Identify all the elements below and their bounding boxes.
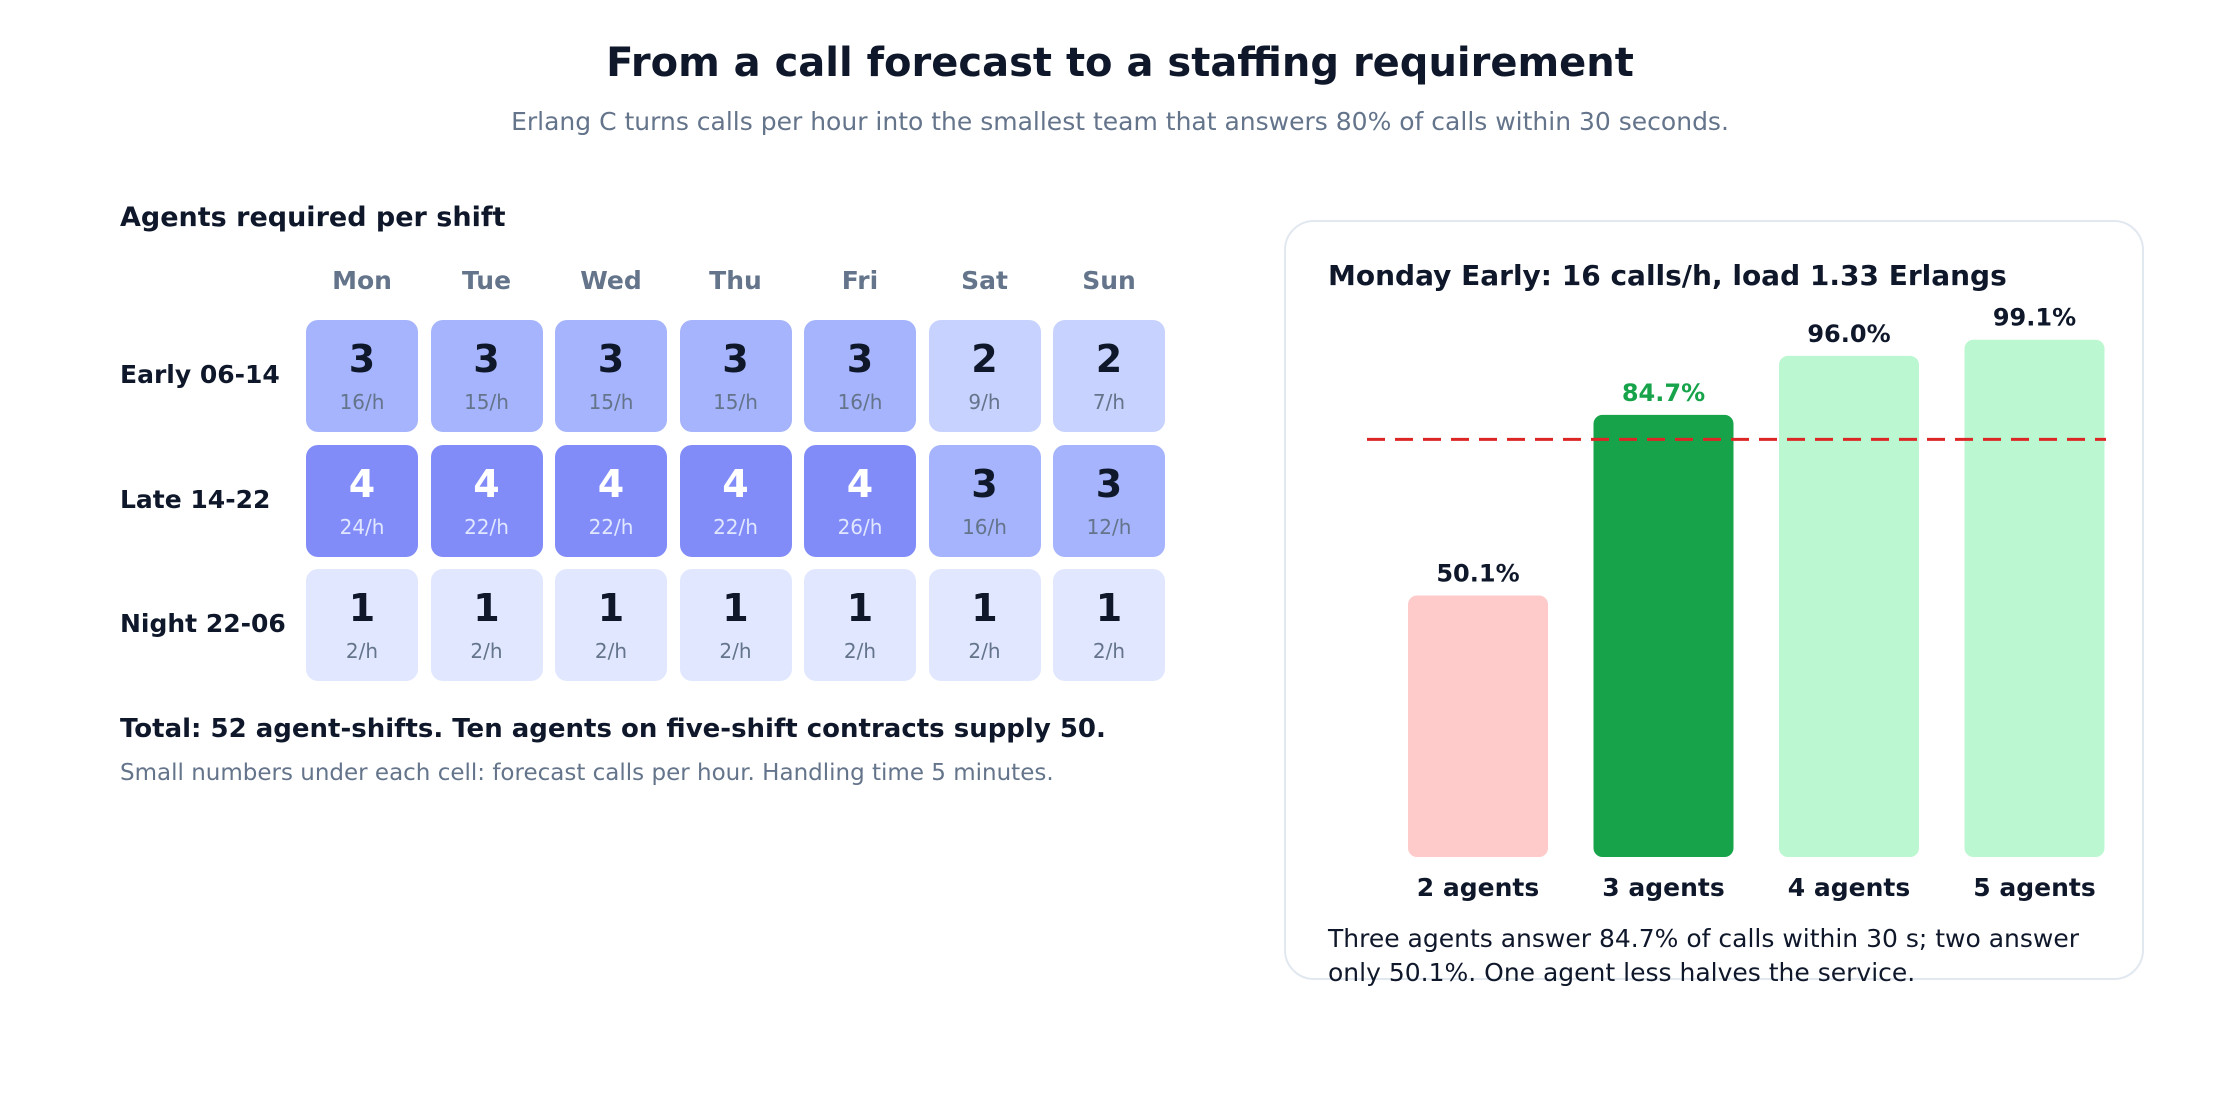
heatmap-footnote: Small numbers under each cell: forecast … [120, 760, 1054, 786]
cell-calls-value: 2/h [594, 639, 628, 663]
day-header-mon: Mon [332, 266, 392, 295]
page-title: From a call forecast to a staffing requi… [606, 40, 1634, 86]
cell-agents-value: 1 [473, 586, 500, 630]
cell-agents-value: 3 [722, 337, 749, 381]
category-label: 2 agents [1417, 873, 1539, 902]
heatmap-cell: 4 24/h [306, 444, 418, 557]
cell-agents-value: 1 [722, 586, 749, 630]
category-label: 4 agents [1788, 873, 1910, 902]
day-header-sat: Sat [961, 266, 1008, 295]
heatmap-cell: 3 15/h [430, 320, 543, 432]
cell-calls-value: 15/h [588, 390, 634, 414]
chart-panel-title: Monday Early: 16 calls/h, load 1.33 Erla… [1328, 259, 2007, 292]
day-header-sun: Sun [1082, 266, 1136, 295]
cell-calls-value: 26/h [837, 514, 883, 539]
bar-value-label: 84.7% [1622, 379, 1705, 407]
cell-agents-value: 3 [597, 337, 625, 381]
cell-calls-value: 15/h [713, 390, 758, 414]
heatmap-cell: 3 16/h [306, 320, 418, 432]
cell-calls-value: 2/h [968, 639, 1001, 663]
bar-value-label: 50.1% [1436, 559, 1519, 587]
bar [1408, 595, 1548, 857]
heatmap-cell: 3 15/h [555, 320, 667, 432]
heatmap-cell: 1 2/h [679, 569, 792, 681]
cell-agents-value: 1 [971, 586, 998, 630]
heatmap-cell: 2 9/h [928, 320, 1041, 432]
heatmap-cell: 4 22/h [679, 444, 792, 557]
total-summary: Total: 52 agent-shifts. Ten agents on fi… [120, 714, 1106, 744]
heatmap-cell: 1 2/h [555, 569, 667, 681]
day-header-thu: Thu [709, 266, 762, 295]
heatmap-cell: 4 22/h [555, 444, 667, 557]
cell-agents-value: 4 [473, 461, 500, 506]
category-label: 5 agents [1973, 873, 2095, 902]
cell-agents-value: 3 [846, 337, 874, 381]
cell-calls-value: 7/h [1092, 390, 1126, 414]
heatmap-cell: 4 22/h [430, 444, 543, 557]
heatmap-cell: 1 2/h [1053, 569, 1165, 681]
cell-calls-value: 22/h [588, 514, 634, 539]
cell-calls-value: 9/h [968, 390, 1001, 414]
heatmap-cell: 3 15/h [679, 320, 792, 432]
shift-label: Late 14-22 [120, 484, 271, 514]
cell-calls-value: 2/h [719, 639, 752, 663]
cell-calls-value: 22/h [464, 514, 509, 539]
cell-calls-value: 22/h [713, 514, 758, 539]
page-subtitle: Erlang C turns calls per hour into the s… [511, 107, 1729, 136]
category-label: 3 agents [1602, 873, 1724, 902]
heatmap-cell: 3 16/h [804, 320, 916, 432]
heatmap-cell: 3 12/h [1053, 444, 1165, 557]
cell-agents-value: 2 [1095, 337, 1123, 381]
bar [1964, 339, 2105, 857]
chart-panel [1284, 220, 2144, 980]
heatmap-cell: 2 7/h [1053, 320, 1165, 432]
heatmap-cell: 1 2/h [430, 569, 543, 681]
cell-agents-value: 1 [1095, 586, 1123, 630]
cell-agents-value: 1 [846, 586, 874, 630]
cell-agents-value: 3 [1095, 461, 1123, 506]
cell-agents-value: 3 [473, 337, 500, 381]
cell-calls-value: 16/h [962, 514, 1007, 539]
day-header-fri: Fri [841, 266, 879, 295]
cell-agents-value: 4 [597, 461, 625, 506]
bar-value-label: 96.0% [1807, 320, 1890, 348]
heatmap-cell: 1 2/h [306, 569, 418, 681]
cell-calls-value: 15/h [464, 390, 509, 414]
cell-calls-value: 2/h [1092, 639, 1126, 663]
cell-agents-value: 3 [971, 461, 998, 506]
heatmap-cell: 4 26/h [804, 444, 916, 557]
cell-calls-value: 16/h [339, 390, 385, 414]
heatmap-heading: Agents required per shift [120, 202, 506, 233]
heatmap-cell: 1 2/h [928, 569, 1041, 681]
cell-agents-value: 4 [722, 461, 749, 506]
shift-label: Night 22-06 [120, 609, 286, 638]
cell-agents-value: 4 [846, 461, 874, 506]
cell-agents-value: 2 [971, 337, 998, 381]
cell-calls-value: 2/h [843, 639, 877, 663]
cell-calls-value: 12/h [1086, 514, 1132, 539]
cell-calls-value: 16/h [837, 390, 883, 414]
shift-label: Early 06-14 [120, 360, 280, 389]
cell-agents-value: 1 [348, 586, 376, 630]
heatmap-cell: 3 16/h [928, 444, 1041, 557]
bar [1593, 414, 1734, 857]
cell-agents-value: 4 [348, 461, 376, 506]
cell-agents-value: 3 [348, 337, 376, 381]
day-header-wed: Wed [580, 266, 642, 295]
cell-agents-value: 1 [597, 586, 625, 630]
heatmap-cell: 1 2/h [804, 569, 916, 681]
day-header-tue: Tue [461, 266, 512, 295]
cell-calls-value: 2/h [345, 639, 379, 663]
chart-caption: Three agents answer 84.7% of calls withi… [1328, 924, 2080, 987]
bar [1779, 355, 1919, 857]
bar-value-label: 99.1% [1993, 304, 2076, 332]
cell-calls-value: 24/h [339, 514, 385, 539]
cell-calls-value: 2/h [470, 639, 503, 663]
